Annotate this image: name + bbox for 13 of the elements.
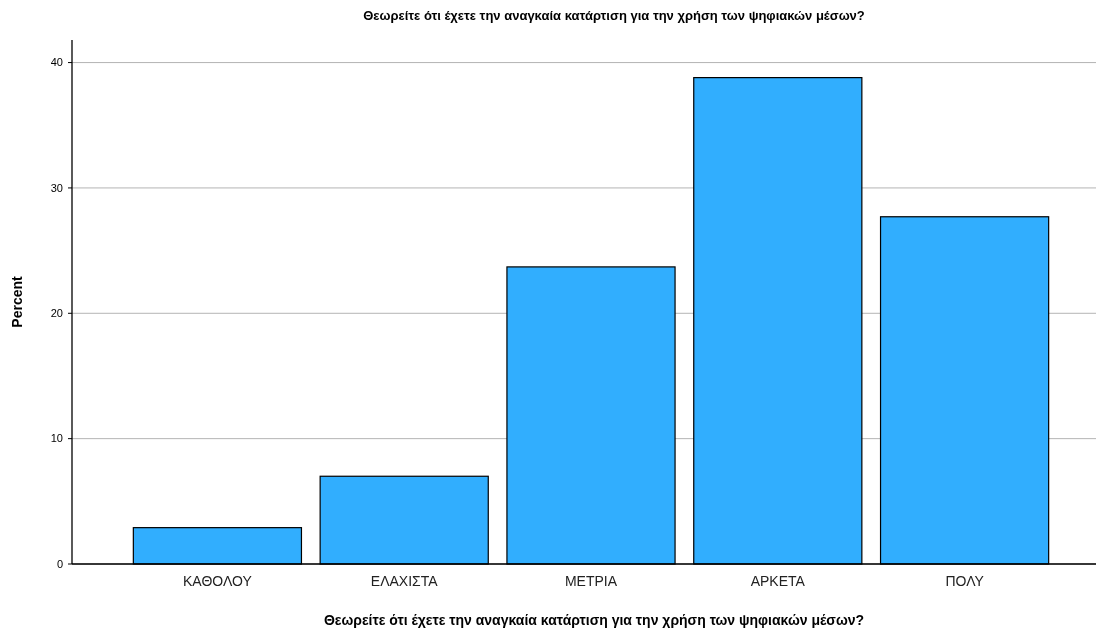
x-tick-label: ΠΟΛΥ xyxy=(945,573,985,589)
x-axis-title: Θεωρείτε ότι έχετε την αναγκαία κατάρτιση για την χρήση των ψηφιακών μέσων? xyxy=(323,612,865,628)
chart-title: Θεωρείτε ότι έχετε την αναγκαία κατάρτιση για την χρήση των ψηφιακών μέσων? xyxy=(363,8,865,23)
y-tick-label: 10 xyxy=(50,432,63,445)
x-tick-label: ΑΡΚΕΤΑ xyxy=(750,573,806,589)
y-tick-label: 40 xyxy=(50,56,63,69)
y-tick-label: 0 xyxy=(56,557,63,570)
x-tick-label: ΚΑΘΟΛΟΥ xyxy=(183,573,253,589)
y-tick-label: 30 xyxy=(50,181,63,194)
x-tick-label: ΕΛΑΧΙΣΤΑ xyxy=(370,573,439,589)
y-tick-label: 20 xyxy=(50,307,63,320)
y-axis-title: Percent xyxy=(9,275,25,328)
x-tick-label: ΜΕΤΡΙΑ xyxy=(564,573,618,589)
